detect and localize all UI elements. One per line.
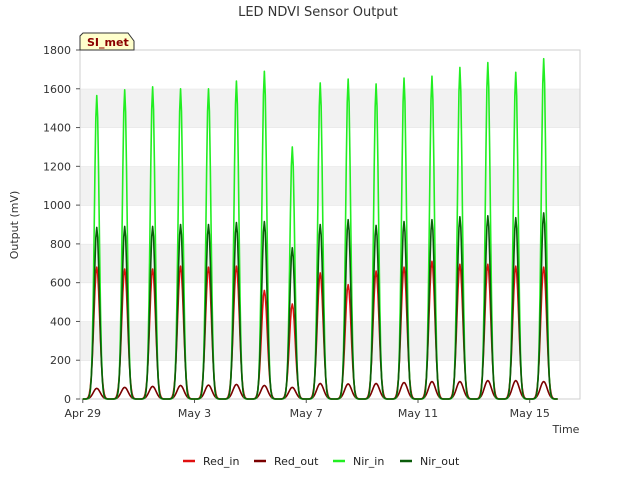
- grid-band: [80, 360, 580, 399]
- chart-title: LED NDVI Sensor Output: [238, 5, 398, 20]
- series-line-nir-out: [82, 212, 558, 400]
- y-axis: 0 200 400 600 800 1000 1200 1400 1600 1800: [43, 44, 80, 406]
- legend-label: Nir_in: [353, 455, 384, 468]
- x-axis-title: Time: [552, 423, 580, 436]
- legend: Red_in Red_out Nir_in Nir_out: [183, 455, 460, 468]
- grid-band: [80, 166, 580, 206]
- y-tick-label: 400: [50, 315, 71, 328]
- x-tick-label: May 7: [290, 407, 323, 420]
- series-layer: [82, 57, 558, 400]
- site-badge: SI_met: [79, 32, 135, 51]
- y-tick-label: 1600: [43, 83, 71, 96]
- legend-label: Nir_out: [420, 455, 460, 468]
- grid-band: [80, 321, 580, 361]
- grid-bands: [80, 49, 580, 399]
- y-tick-label: 1400: [43, 122, 71, 135]
- y-tick-label: 1000: [43, 199, 71, 212]
- y-axis-title: Output (mV): [8, 191, 21, 260]
- x-axis: Apr 29 May 3 May 7 May 11 May 15: [65, 399, 550, 420]
- grid-band: [80, 127, 580, 167]
- site-badge-label: SI_met: [87, 36, 129, 49]
- x-tick-label: May 15: [510, 407, 550, 420]
- legend-label: Red_in: [203, 455, 239, 468]
- grid-band: [80, 282, 580, 322]
- y-tick-label: 200: [50, 354, 71, 367]
- y-tick-label: 1200: [43, 160, 71, 173]
- y-tick-label: 1800: [43, 44, 71, 57]
- site-badge-shape: [79, 32, 135, 51]
- grid-band: [80, 50, 580, 89]
- x-tick-label: May 3: [178, 407, 211, 420]
- grid-band: [80, 88, 580, 128]
- legend-label: Red_out: [274, 455, 319, 468]
- y-tick-label: 800: [50, 238, 71, 251]
- y-tick-label: 600: [50, 277, 71, 290]
- x-tick-label: May 11: [398, 407, 438, 420]
- grid-band: [80, 205, 580, 244]
- y-tick-label: 0: [64, 393, 71, 406]
- x-tick-label: Apr 29: [65, 407, 102, 420]
- grid-band: [80, 243, 580, 283]
